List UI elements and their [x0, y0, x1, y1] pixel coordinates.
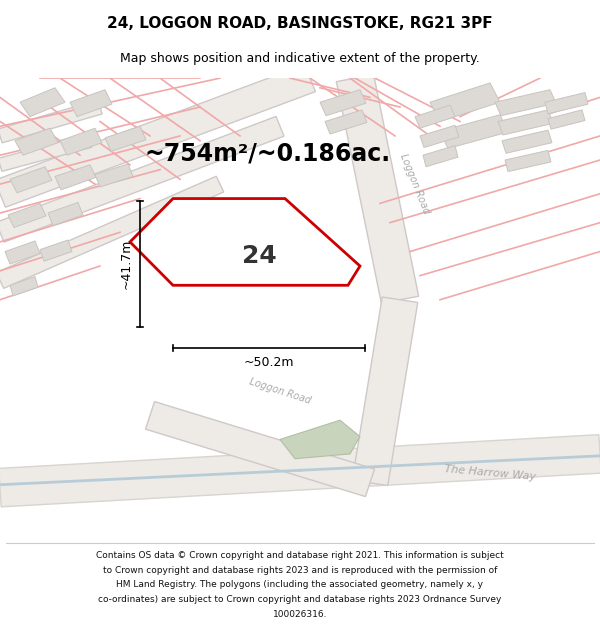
Text: Contains OS data © Crown copyright and database right 2021. This information is : Contains OS data © Crown copyright and d… — [96, 551, 504, 560]
Text: 24, LOGGON ROAD, BASINGSTOKE, RG21 3PF: 24, LOGGON ROAD, BASINGSTOKE, RG21 3PF — [107, 16, 493, 31]
Polygon shape — [498, 110, 553, 135]
Text: 24: 24 — [242, 244, 277, 268]
Polygon shape — [130, 199, 360, 285]
Polygon shape — [325, 110, 367, 134]
Polygon shape — [60, 128, 102, 155]
Polygon shape — [48, 202, 83, 226]
Text: The Harrow Way: The Harrow Way — [444, 464, 536, 482]
Polygon shape — [337, 74, 419, 303]
Polygon shape — [352, 297, 418, 486]
Text: co-ordinates) are subject to Crown copyright and database rights 2023 Ordnance S: co-ordinates) are subject to Crown copyr… — [98, 595, 502, 604]
Polygon shape — [0, 116, 284, 242]
Polygon shape — [95, 164, 133, 187]
Text: Loggon Road: Loggon Road — [248, 377, 312, 406]
Polygon shape — [145, 402, 374, 497]
Polygon shape — [545, 92, 588, 114]
Polygon shape — [548, 110, 585, 129]
Polygon shape — [105, 126, 146, 151]
Polygon shape — [320, 89, 366, 116]
Polygon shape — [0, 176, 224, 288]
Polygon shape — [40, 240, 72, 261]
Text: Loggon Road: Loggon Road — [398, 152, 431, 216]
Text: HM Land Registry. The polygons (including the associated geometry, namely x, y: HM Land Registry. The polygons (includin… — [116, 580, 484, 589]
Polygon shape — [423, 146, 458, 167]
Polygon shape — [0, 134, 92, 171]
Polygon shape — [15, 128, 58, 155]
Polygon shape — [495, 89, 556, 116]
Polygon shape — [415, 105, 455, 128]
Polygon shape — [430, 83, 500, 121]
Polygon shape — [8, 203, 46, 228]
Polygon shape — [502, 130, 552, 153]
Polygon shape — [10, 167, 52, 192]
Polygon shape — [10, 277, 38, 296]
Polygon shape — [55, 165, 96, 190]
Polygon shape — [440, 115, 508, 149]
Polygon shape — [0, 434, 600, 507]
Polygon shape — [70, 89, 112, 117]
Text: Map shows position and indicative extent of the property.: Map shows position and indicative extent… — [120, 52, 480, 65]
Text: ~754m²/~0.186ac.: ~754m²/~0.186ac. — [145, 141, 391, 165]
Polygon shape — [420, 126, 459, 148]
Polygon shape — [0, 64, 316, 208]
Text: ~41.7m: ~41.7m — [119, 239, 133, 289]
Polygon shape — [0, 100, 102, 143]
Polygon shape — [280, 420, 360, 459]
Text: to Crown copyright and database rights 2023 and is reproduced with the permissio: to Crown copyright and database rights 2… — [103, 566, 497, 574]
Text: ~50.2m: ~50.2m — [244, 356, 294, 369]
Polygon shape — [5, 241, 40, 264]
Text: 100026316.: 100026316. — [273, 610, 327, 619]
Polygon shape — [20, 88, 65, 117]
Polygon shape — [505, 151, 551, 172]
